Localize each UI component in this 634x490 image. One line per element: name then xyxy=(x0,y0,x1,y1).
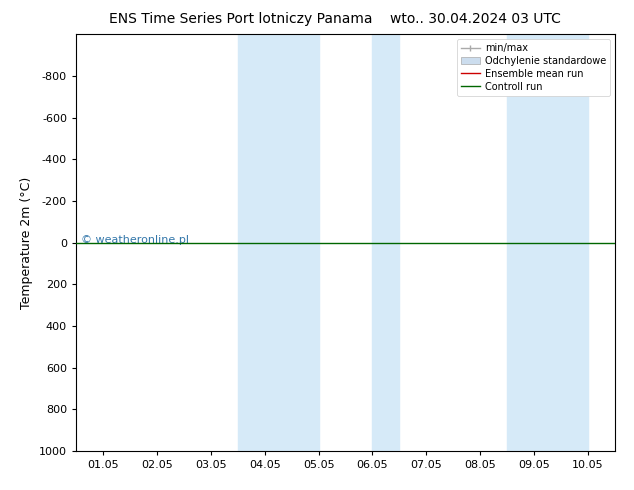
Text: wto.. 30.04.2024 03 UTC: wto.. 30.04.2024 03 UTC xyxy=(390,12,561,26)
Text: © weatheronline.pl: © weatheronline.pl xyxy=(81,236,190,245)
Bar xyxy=(507,34,588,451)
Text: ENS Time Series Port lotniczy Panama: ENS Time Series Port lotniczy Panama xyxy=(109,12,373,26)
Bar xyxy=(238,34,319,451)
Bar xyxy=(372,34,399,451)
Legend: min/max, Odchylenie standardowe, Ensemble mean run, Controll run: min/max, Odchylenie standardowe, Ensembl… xyxy=(456,39,610,96)
Y-axis label: Temperature 2m (°C): Temperature 2m (°C) xyxy=(20,176,34,309)
